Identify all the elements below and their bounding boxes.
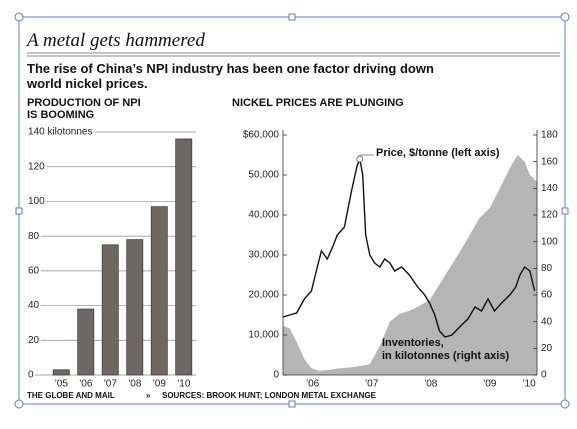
x-tick-label: ’07 [365, 379, 379, 390]
y2-tick-label: 20 [541, 343, 553, 354]
bar [101, 244, 119, 376]
y2-tick-label: 0 [541, 370, 547, 381]
separator: » [146, 391, 151, 400]
handle[interactable] [14, 399, 24, 409]
y2-tick-label: 80 [541, 263, 553, 274]
y2-tick-label: 100 [541, 236, 558, 247]
y-tick-label: 140 kilotonnes [28, 127, 93, 138]
y-tick-label: 20 [28, 335, 40, 346]
bar [52, 369, 70, 376]
bar [77, 308, 95, 376]
x-tick-label: ’08 [128, 379, 142, 390]
y2-tick-label: 140 [541, 183, 558, 194]
publisher: THE GLOBE AND MAIL [27, 391, 115, 400]
x-tick-label: ’09 [153, 379, 167, 390]
handles [14, 12, 570, 409]
y-tick-label: 40 [28, 300, 40, 311]
y-tick-label: 50,000 [248, 170, 279, 181]
chart-title: NICKEL PRICES ARE PLUNGING [232, 97, 404, 109]
handle[interactable] [560, 12, 570, 22]
handle[interactable] [288, 13, 296, 21]
y-tick-label: $60,000 [243, 130, 280, 141]
x-tick-label: ’08 [424, 379, 438, 390]
line [282, 156, 536, 338]
bar [126, 239, 144, 376]
x-tick-label: ’06 [79, 379, 93, 390]
area [283, 155, 537, 375]
handle[interactable] [14, 12, 24, 22]
x-tick-label: ’06 [306, 379, 320, 390]
chart-title: PRODUCTION OF NPI IS BOOMING [27, 97, 141, 121]
y-tick-label: 0 [273, 370, 279, 381]
y-tick-label: 60 [28, 265, 40, 276]
bar [150, 206, 168, 376]
handle[interactable] [288, 400, 296, 408]
x-tick-label: ’05 [55, 379, 69, 390]
handle[interactable] [560, 399, 570, 409]
handle[interactable] [561, 207, 569, 215]
bar [175, 138, 193, 376]
series-label: Inventories, in kilotonnes (right axis) [382, 337, 510, 362]
y2-tick-label: 60 [541, 290, 553, 301]
y2-tick-label: 40 [541, 316, 553, 327]
y-tick-label: 100 [28, 196, 45, 207]
y-tick-label: 0 [28, 370, 34, 381]
x-tick-label: ’07 [104, 379, 118, 390]
y-tick-label: 80 [28, 231, 40, 242]
peak-marker [356, 155, 364, 163]
x-tick-label: ’09 [483, 379, 497, 390]
y-tick-label: 120 [28, 161, 45, 172]
y2-tick-label: 120 [541, 210, 558, 221]
subtitle: The rise of China’s NPI industry has bee… [27, 61, 434, 91]
y-tick-label: 10,000 [248, 330, 279, 341]
x-tick-label: ’10 [177, 379, 191, 390]
series-label: Price, $/tonne (left axis) [376, 147, 500, 159]
x-tick-label: ’10 [522, 379, 536, 390]
y-tick-label: 40,000 [248, 210, 279, 221]
y-tick-label: 30,000 [248, 250, 279, 261]
handle[interactable] [15, 207, 23, 215]
headline: A metal gets hammered [27, 30, 205, 51]
y2-tick-label: 180 [541, 130, 558, 141]
y-tick-label: 20,000 [248, 290, 279, 301]
y2-tick-label: 160 [541, 156, 558, 167]
sources: SOURCES: BROOK HUNT; LONDON METAL EXCHAN… [162, 391, 376, 400]
